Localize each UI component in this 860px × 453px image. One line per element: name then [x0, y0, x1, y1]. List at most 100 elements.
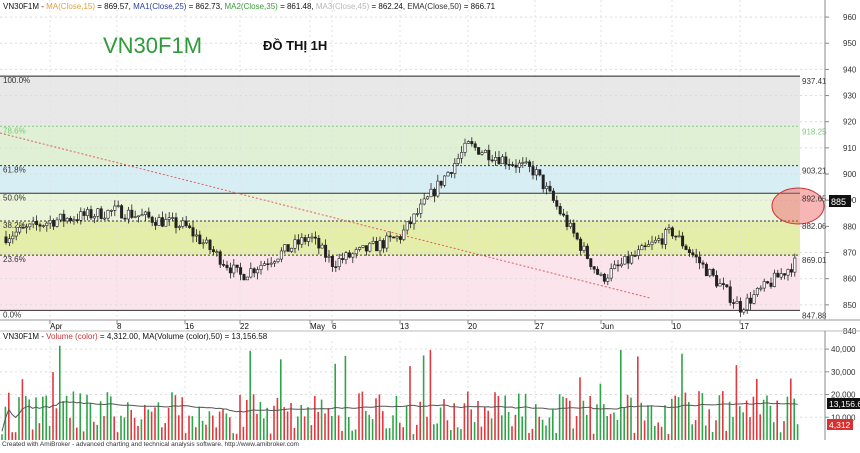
volume-header: VN30F1M - Volume (color) = 4,312.00, MA(… — [3, 332, 268, 341]
price-axis[interactable]: 840850860870880890900910920930940950960 … — [824, 0, 857, 336]
candle — [344, 250, 348, 265]
candle — [633, 250, 637, 257]
candle — [208, 238, 212, 254]
volume-grid — [0, 341, 825, 440]
candle — [154, 217, 158, 231]
fib-price-label: 937.41 — [802, 77, 827, 86]
candle — [599, 272, 603, 277]
candle — [239, 262, 243, 281]
candle — [120, 203, 124, 219]
fib-percent-label: 78.6% — [3, 126, 26, 135]
candle — [330, 254, 334, 272]
price-tick-label: 910 — [843, 144, 857, 153]
candle — [432, 187, 436, 203]
candle — [191, 221, 195, 243]
candle — [140, 208, 144, 217]
candle — [222, 259, 226, 268]
candle — [650, 235, 654, 251]
candle — [470, 137, 474, 147]
price-tick-label: 930 — [843, 92, 857, 101]
candle — [392, 236, 396, 239]
volume-panel[interactable]: VN30F1M - Volume (color) = 4,312.00, MA(… — [0, 330, 860, 440]
date-tick-label: 20 — [468, 322, 477, 331]
candle — [334, 260, 338, 272]
volume-ma-marker: 13,156.6 — [827, 398, 860, 409]
candle — [538, 169, 542, 177]
candle — [694, 248, 698, 264]
candle — [55, 217, 59, 228]
date-tick-label: 16 — [185, 322, 194, 331]
volume-ma-value: 13,156.6 — [829, 399, 860, 409]
candle — [480, 150, 484, 156]
candle — [174, 212, 178, 234]
candle — [215, 249, 219, 257]
candle — [500, 154, 504, 165]
date-tick-label: 22 — [240, 322, 249, 331]
candle — [218, 249, 222, 268]
candle — [388, 231, 392, 242]
candle — [62, 209, 66, 228]
footer-credit: Created with AmiBroker - advanced charti… — [2, 441, 299, 448]
price-header: VN30F1M - MA(Close,15) = 869.57, MA1(Clo… — [3, 2, 496, 11]
price-tick-label: 870 — [843, 249, 857, 258]
candle — [463, 138, 467, 157]
candle — [252, 267, 256, 278]
price-tick-label: 920 — [843, 118, 857, 127]
date-tick-label: 27 — [535, 322, 544, 331]
candle — [177, 224, 181, 231]
fib-price-label: 869.01 — [802, 256, 827, 265]
date-axis[interactable]: Apr 8 16 22 May 6 13 20 27 Jun 10 17 — [0, 319, 860, 331]
candle — [779, 268, 783, 281]
candle — [245, 276, 249, 281]
price-tick-label: 950 — [843, 39, 857, 48]
candle — [742, 307, 746, 315]
fib-percent-label: 23.6% — [3, 255, 26, 264]
candle — [616, 260, 620, 272]
volume-ma-line — [1, 401, 798, 432]
volume-last-box — [827, 419, 853, 430]
last-price-label: 885 — [831, 197, 846, 207]
candle — [783, 273, 787, 280]
candle — [228, 262, 232, 279]
candle — [65, 217, 69, 224]
candle — [528, 159, 532, 173]
candle — [745, 293, 749, 314]
candle — [487, 144, 491, 166]
fib-price-label: 847.88 — [802, 311, 827, 320]
candle — [565, 211, 569, 231]
candle — [609, 263, 613, 282]
candle — [698, 251, 702, 270]
candle — [378, 236, 382, 256]
fib-price-label: 903.21 — [802, 167, 827, 176]
candle — [755, 287, 759, 297]
date-tick-label: 10 — [672, 322, 681, 331]
candle — [41, 224, 45, 229]
candle — [259, 260, 263, 275]
candle — [327, 250, 331, 263]
candle — [466, 140, 470, 144]
candle — [531, 161, 535, 180]
candle — [789, 263, 793, 277]
candle — [738, 297, 742, 318]
candle — [75, 213, 79, 224]
header-ma-label: MA(Close,15) — [46, 2, 95, 11]
candle — [385, 232, 389, 252]
fib-percent-label: 0.0% — [3, 310, 21, 319]
candle — [45, 221, 49, 232]
header-ema-label: EMA(Close,50) — [407, 2, 462, 11]
candle — [256, 266, 260, 280]
date-tick-label: 17 — [740, 322, 749, 331]
candle — [772, 269, 776, 288]
candle — [18, 225, 22, 235]
volume-last-value: 4,312 — [829, 420, 851, 430]
header-ema-value: = 866.71 — [462, 2, 496, 11]
candle — [405, 221, 409, 235]
candle — [494, 151, 498, 166]
candle — [667, 224, 671, 234]
candle — [320, 242, 324, 249]
candle — [249, 262, 253, 279]
candle — [759, 285, 763, 292]
candle — [7, 233, 11, 247]
